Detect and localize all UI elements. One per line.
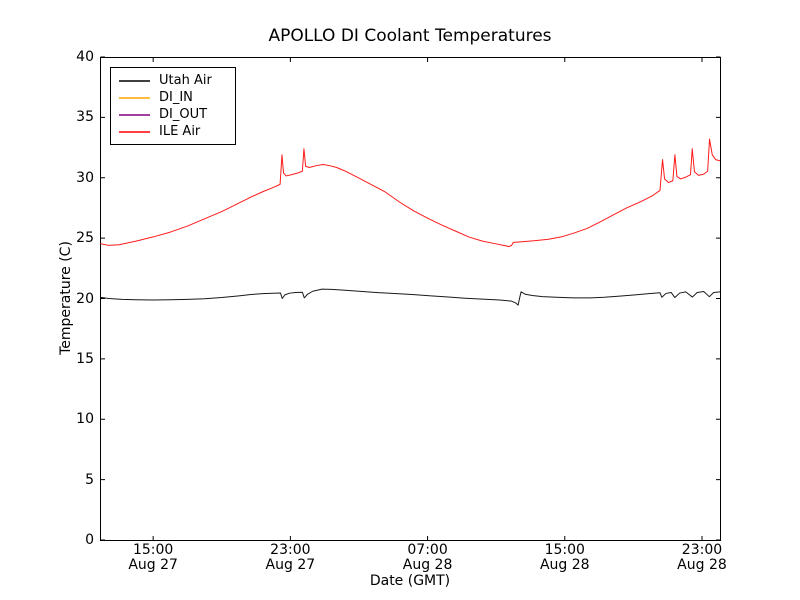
series-line-ile-air [99,138,721,248]
x-tick-label: 23:00 Aug 27 [265,542,316,573]
legend-label: DI_IN [159,90,193,105]
legend-line-ile-air [119,130,150,133]
legend-line-utah-air [119,79,150,82]
chart-title: APOLLO DI Coolant Temperatures [268,26,552,46]
x-tick-label: 07:00 Aug 28 [402,542,453,573]
y-tick-label: 40 [76,49,94,65]
y-tick-label: 10 [76,411,94,428]
x-tick-label: 15:00 Aug 28 [539,542,590,573]
legend-item-di-in: DI_IN [119,89,229,106]
y-tick-label: 20 [76,290,94,307]
x-tick-label: 15:00 Aug 27 [128,542,178,573]
x-tick-label: 23:00 Aug 28 [677,542,727,573]
legend-label: Utah Air [159,73,212,88]
legend-item-di-out: DI_OUT [119,106,229,123]
y-tick-label: 0 [85,532,94,548]
legend-label: DI_OUT [159,107,208,122]
legend-item-ile-air: ILE Air [119,123,229,140]
y-tick-label: 5 [85,471,94,488]
y-tick-label: 30 [76,169,94,186]
legend-label: ILE Air [159,124,201,139]
legend-line-di-in [119,96,150,99]
legend-item-utah-air: Utah Air [119,72,229,89]
y-axis-label: Temperature (C) [58,241,74,355]
y-tick-label: 15 [76,350,94,367]
legend-box: Utah Air DI_IN DI_OUT ILE Air [110,67,236,145]
legend-line-di-out [119,113,150,116]
y-tick-label: 35 [76,109,94,126]
y-tick-label: 25 [76,230,94,247]
series-line-utah-air [99,288,721,306]
x-axis-label: Date (GMT) [369,573,451,589]
